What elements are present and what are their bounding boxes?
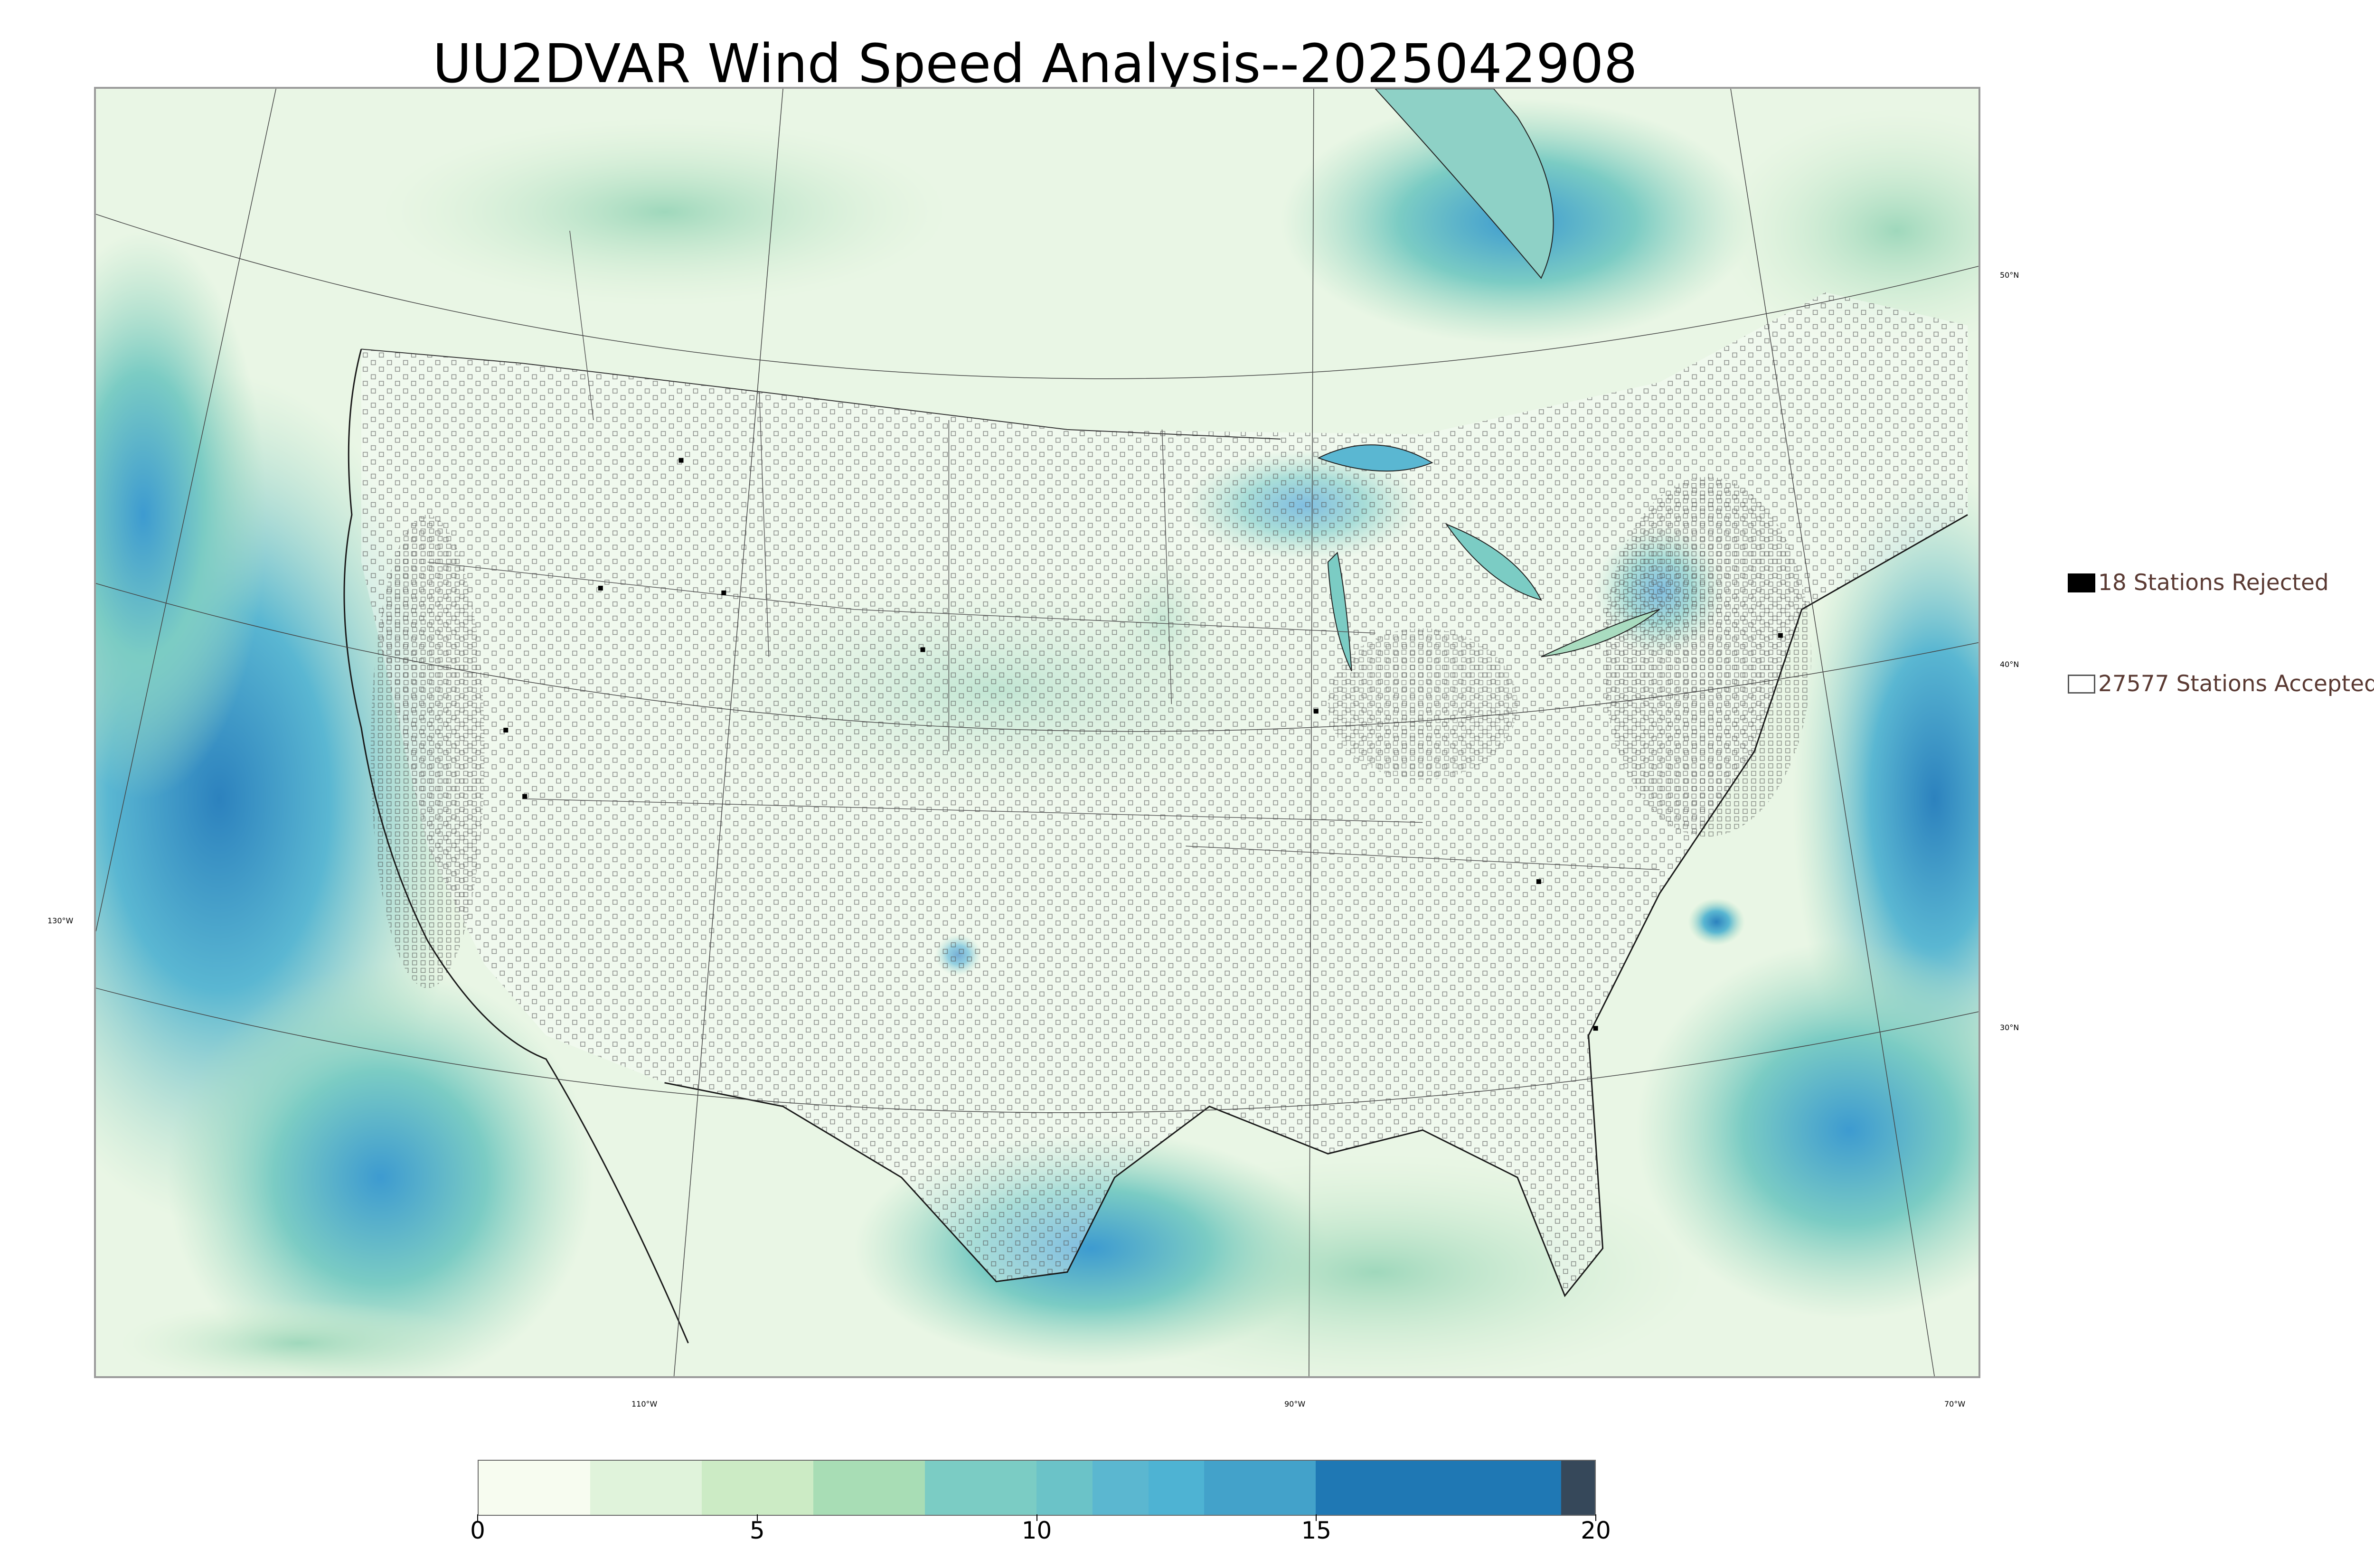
- lat-label-50n: 50°N: [2000, 271, 2019, 280]
- colorbar-segment-7: [1148, 1461, 1205, 1515]
- lon-label-90w: 90°W: [1284, 1399, 1306, 1408]
- lat-label-40n: 40°N: [2000, 660, 2019, 669]
- colorbar-tick-label-1: 5: [749, 1517, 765, 1544]
- colorbar-tick-0: [477, 1514, 478, 1521]
- rejected-marker-icon: [2068, 573, 2095, 592]
- colorbar-tick-label-2: 10: [1021, 1517, 1052, 1544]
- lat-label-30n: 30°N: [2000, 1023, 2019, 1032]
- colorbar-segment-5: [1036, 1461, 1093, 1515]
- colorbar: [478, 1460, 1596, 1516]
- colorbar-segment-6: [1093, 1461, 1149, 1515]
- colorbar-tick-4: [1595, 1514, 1596, 1521]
- map-canvas: [96, 89, 1978, 1376]
- colorbar-segment-0: [479, 1461, 591, 1515]
- colorbar-segment-10: [1561, 1461, 1595, 1515]
- lon-label-70w: 70°W: [1944, 1399, 1966, 1408]
- colorbar-tick-1: [756, 1514, 758, 1521]
- colorbar-tick-label-4: 20: [1581, 1517, 1611, 1544]
- colorbar-tick-3: [1316, 1514, 1317, 1521]
- legend-accepted-label: 27577 Stations Accepted: [2098, 671, 2374, 697]
- colorbar-tick-label-0: 0: [470, 1517, 485, 1544]
- accepted-marker-icon: [2068, 674, 2095, 694]
- map-title: UU2DVAR Wind Speed Analysis--2025042908: [433, 33, 1638, 95]
- lon-label-110w: 110°W: [631, 1399, 658, 1408]
- legend-accepted: 27577 Stations Accepted: [2068, 671, 2374, 697]
- colorbar-segment-3: [813, 1461, 925, 1515]
- lon-label-130w: 130°W: [47, 916, 74, 925]
- colorbar-segment-9: [1316, 1461, 1562, 1515]
- colorbar-segment-8: [1204, 1461, 1316, 1515]
- colorbar-tick-2: [1036, 1514, 1037, 1521]
- wind-speed-map: [94, 87, 1980, 1378]
- colorbar-segment-2: [702, 1461, 814, 1515]
- colorbar-segment-1: [590, 1461, 702, 1515]
- colorbar-segment-4: [925, 1461, 1037, 1515]
- colorbar-tick-label-3: 15: [1301, 1517, 1332, 1544]
- legend-rejected-label: 18 Stations Rejected: [2098, 570, 2329, 596]
- legend-rejected: 18 Stations Rejected: [2068, 570, 2329, 596]
